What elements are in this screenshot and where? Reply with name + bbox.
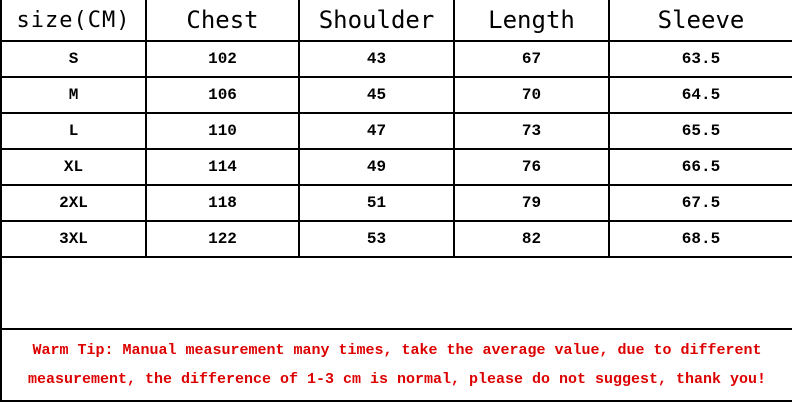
shoulder-cell: 47 xyxy=(298,112,455,150)
table-row-2xl: 2XL 118 51 79 67.5 xyxy=(0,184,792,222)
length-cell: 67 xyxy=(453,40,610,78)
warning-row: Warm Tip: Manual measurement many times,… xyxy=(0,328,792,402)
chest-cell: 102 xyxy=(145,40,300,78)
table-row-m: M 106 45 70 64.5 xyxy=(0,76,792,114)
chest-cell: 122 xyxy=(145,220,300,258)
warning-cell: Warm Tip: Manual measurement many times,… xyxy=(0,328,792,402)
table-row-l: L 110 47 73 65.5 xyxy=(0,112,792,150)
sleeve-cell: 64.5 xyxy=(608,76,792,114)
size-cell: 3XL xyxy=(0,220,147,258)
empty-row xyxy=(0,256,792,330)
table-row-s: S 102 43 67 63.5 xyxy=(0,40,792,78)
column-header-length: Length xyxy=(453,0,610,42)
sleeve-cell: 68.5 xyxy=(608,220,792,258)
length-cell: 73 xyxy=(453,112,610,150)
column-header-chest: Chest xyxy=(145,0,300,42)
column-header-size: size(CM) xyxy=(0,0,147,42)
sleeve-cell: 66.5 xyxy=(608,148,792,186)
size-cell: M xyxy=(0,76,147,114)
sleeve-cell: 65.5 xyxy=(608,112,792,150)
size-cell: L xyxy=(0,112,147,150)
length-cell: 70 xyxy=(453,76,610,114)
column-header-shoulder: Shoulder xyxy=(298,0,455,42)
length-cell: 76 xyxy=(453,148,610,186)
warning-line-1: Warm Tip: Manual measurement many times,… xyxy=(32,342,762,359)
shoulder-cell: 43 xyxy=(298,40,455,78)
column-header-sleeve: Sleeve xyxy=(608,0,792,42)
shoulder-cell: 51 xyxy=(298,184,455,222)
chest-cell: 106 xyxy=(145,76,300,114)
shoulder-cell: 53 xyxy=(298,220,455,258)
spacer-cell xyxy=(0,256,792,330)
table-row-3xl: 3XL 122 53 82 68.5 xyxy=(0,220,792,258)
sleeve-cell: 67.5 xyxy=(608,184,792,222)
length-cell: 82 xyxy=(453,220,610,258)
warning-tip: Warm Tip: Manual measurement many times,… xyxy=(3,336,791,394)
warning-line-2: measurement, the difference of 1-3 cm is… xyxy=(27,371,767,388)
shoulder-cell: 49 xyxy=(298,148,455,186)
table-row-xl: XL 114 49 76 66.5 xyxy=(0,148,792,186)
header-row: size(CM) Chest Shoulder Length Sleeve xyxy=(0,0,792,42)
chest-cell: 110 xyxy=(145,112,300,150)
length-cell: 79 xyxy=(453,184,610,222)
chest-cell: 118 xyxy=(145,184,300,222)
size-cell: XL xyxy=(0,148,147,186)
chest-cell: 114 xyxy=(145,148,300,186)
size-cell: 2XL xyxy=(0,184,147,222)
shoulder-cell: 45 xyxy=(298,76,455,114)
size-cell: S xyxy=(0,40,147,78)
sleeve-cell: 63.5 xyxy=(608,40,792,78)
